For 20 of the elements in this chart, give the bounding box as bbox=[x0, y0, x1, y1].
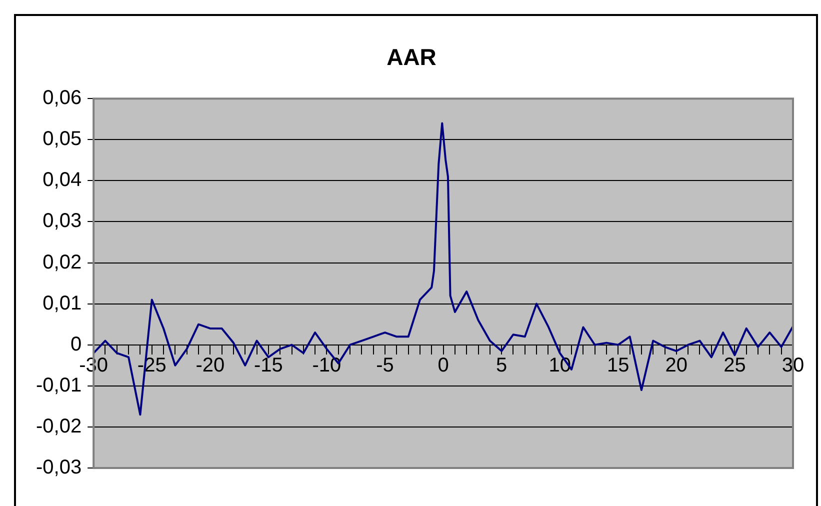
chart-title: AAR bbox=[386, 44, 437, 70]
x-tick-label: 25 bbox=[724, 354, 746, 376]
y-tick-label: -0,03 bbox=[36, 456, 82, 479]
x-tick-label: -15 bbox=[254, 354, 283, 376]
y-tick-label: -0,02 bbox=[36, 415, 82, 438]
y-tick-label: 0,05 bbox=[42, 128, 82, 150]
x-tick-label: 30 bbox=[782, 354, 804, 376]
y-tick-label: 0,01 bbox=[42, 292, 82, 314]
y-tick-label: 0,04 bbox=[42, 169, 82, 192]
x-tick-label: 0 bbox=[438, 354, 449, 376]
x-tick-label: -20 bbox=[196, 354, 225, 376]
x-tick-label: -5 bbox=[376, 354, 394, 376]
y-tick-label: 0,02 bbox=[42, 251, 82, 274]
y-tick-label: -0,01 bbox=[36, 374, 82, 396]
y-tick-label: 0 bbox=[70, 333, 82, 356]
x-tick-label: 5 bbox=[496, 354, 508, 376]
y-tick-label: 0,03 bbox=[42, 210, 82, 232]
y-tick-label: 0,06 bbox=[42, 87, 82, 110]
x-tick-label: 20 bbox=[665, 354, 688, 376]
x-tick-label: 15 bbox=[607, 354, 630, 376]
